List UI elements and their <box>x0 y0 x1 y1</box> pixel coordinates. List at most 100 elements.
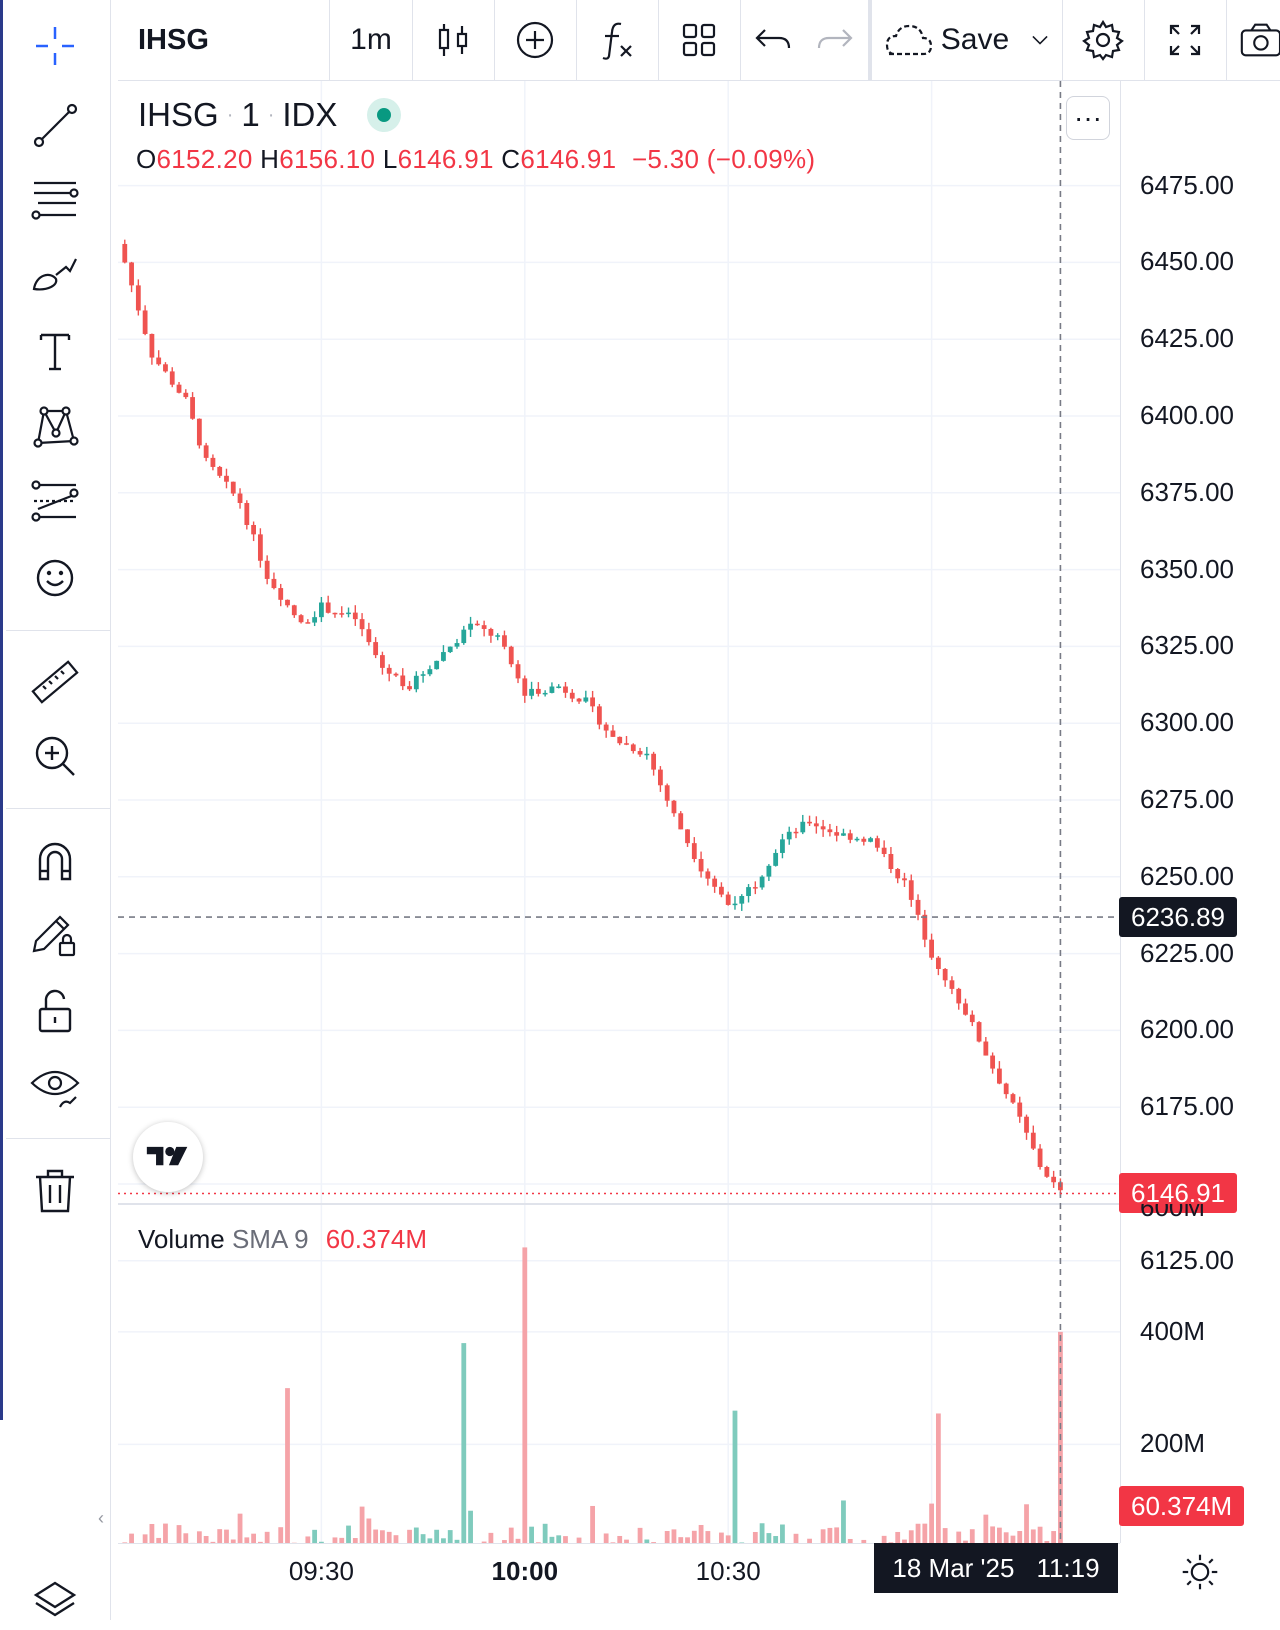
compare-button[interactable] <box>494 0 577 80</box>
candle-body <box>909 880 914 900</box>
market-open-status-icon[interactable] <box>367 98 401 132</box>
collapse-toolbar-arrow[interactable]: ‹ <box>98 1508 114 1558</box>
candle-body <box>950 980 955 989</box>
fib-retracement-tool[interactable] <box>22 170 88 230</box>
text-tool[interactable] <box>22 322 88 382</box>
crosshair-tool[interactable] <box>22 16 88 76</box>
volume-bar <box>204 1536 209 1543</box>
forecast-tool[interactable] <box>22 472 88 532</box>
function-icon <box>595 18 639 62</box>
volume-bar <box>733 1411 738 1543</box>
candle-body <box>1024 1117 1029 1133</box>
candle-body <box>692 843 697 859</box>
volume-bar <box>183 1533 188 1543</box>
price-axis-label: 6475.00 <box>1140 170 1234 201</box>
forecast-icon <box>26 473 84 531</box>
volume-bar <box>692 1531 697 1543</box>
toolbar-accent-edge <box>0 0 3 1420</box>
interval-button[interactable]: 1m <box>330 0 413 80</box>
candle-body <box>644 754 649 756</box>
measure-tool[interactable] <box>22 652 88 712</box>
candle-body <box>665 785 670 800</box>
volume-bar <box>997 1528 1002 1543</box>
candle-body <box>319 602 324 617</box>
zoom-in-tool[interactable] <box>22 726 88 786</box>
candle-body <box>434 661 439 669</box>
candle-body <box>387 668 392 674</box>
symbol-legend[interactable]: IHSG · 1 · IDX <box>138 96 401 134</box>
candle-body <box>197 419 202 446</box>
candle-body <box>441 652 446 661</box>
volume-bar <box>936 1413 941 1543</box>
candle-body <box>651 754 656 770</box>
candle-body <box>292 605 297 615</box>
emoji-tool[interactable] <box>22 548 88 608</box>
volume-bar <box>238 1514 243 1543</box>
candle-body <box>136 285 141 310</box>
candle-body <box>733 904 738 906</box>
brush-tool[interactable] <box>22 244 88 304</box>
snapshot-button[interactable] <box>1226 0 1280 80</box>
legend-symbol: IHSG <box>138 96 219 134</box>
scale-settings-icon[interactable] <box>1180 1552 1220 1592</box>
volume-bar <box>699 1525 704 1543</box>
undo-icon[interactable] <box>751 18 795 62</box>
volume-sma-badge: 60.374M <box>1119 1486 1244 1526</box>
lock-all-tool[interactable] <box>22 982 88 1042</box>
volume-bar <box>705 1531 710 1543</box>
candle-body <box>285 600 290 605</box>
price-axis-label: 6400.00 <box>1140 400 1234 431</box>
layout-button[interactable] <box>658 0 741 80</box>
candle-body <box>217 467 222 476</box>
volume-axis-label: 200M <box>1140 1428 1205 1459</box>
volume-bar <box>394 1535 399 1543</box>
remove-drawings-tool[interactable] <box>22 1160 88 1220</box>
symbol-search-button[interactable]: IHSG <box>118 0 330 80</box>
candle-body <box>1038 1149 1043 1167</box>
candle-body <box>739 896 744 904</box>
volume-legend-indicator: SMA 9 <box>232 1224 309 1254</box>
candle-body <box>773 853 778 866</box>
volume-bar <box>665 1531 670 1543</box>
price-axis-label: 6300.00 <box>1140 707 1234 738</box>
change-value: −5.30 (−0.09%) <box>632 144 815 174</box>
chart-type-button[interactable] <box>412 0 495 80</box>
object-tree-tool[interactable] <box>22 1570 88 1630</box>
magnet-tool[interactable] <box>22 830 88 890</box>
fullscreen-button[interactable] <box>1144 0 1227 80</box>
volume-legend[interactable]: Volume SMA 9 60.374M <box>138 1224 427 1255</box>
tradingview-logo[interactable] <box>133 1122 203 1192</box>
pattern-tool[interactable] <box>22 396 88 456</box>
candle-body <box>800 822 805 833</box>
settings-button[interactable] <box>1062 0 1145 80</box>
volume-bar <box>529 1527 534 1543</box>
more-options-button[interactable]: ··· <box>1066 96 1110 140</box>
open-key: O <box>136 144 157 174</box>
candle-body <box>895 869 900 878</box>
volume-bar <box>421 1534 426 1543</box>
candle-body <box>1017 1103 1022 1117</box>
candle-body <box>244 503 249 525</box>
candle-body <box>122 244 127 263</box>
volume-bar <box>956 1532 961 1543</box>
redo-icon[interactable] <box>813 18 857 62</box>
volume-bar <box>1024 1504 1029 1543</box>
lock-drawings-tool[interactable] <box>22 906 88 966</box>
save-button[interactable]: Save <box>872 0 1063 80</box>
candle-body <box>699 859 704 871</box>
candle-body <box>638 751 643 754</box>
chevron-down-icon[interactable] <box>1027 18 1053 62</box>
volume-bar <box>387 1532 392 1543</box>
indicators-button[interactable] <box>576 0 659 80</box>
volume-bar <box>929 1504 934 1543</box>
candle-body <box>190 397 195 419</box>
trash-icon <box>26 1161 84 1219</box>
zoom-in-icon <box>26 727 84 785</box>
candle-body <box>366 629 371 642</box>
chart-pane[interactable] <box>118 81 1120 1543</box>
volume-bar <box>753 1532 758 1543</box>
hide-drawings-tool[interactable] <box>22 1056 88 1116</box>
candle-body <box>855 839 860 841</box>
trend-line-tool[interactable] <box>22 96 88 156</box>
volume-legend-name: Volume <box>138 1224 225 1254</box>
